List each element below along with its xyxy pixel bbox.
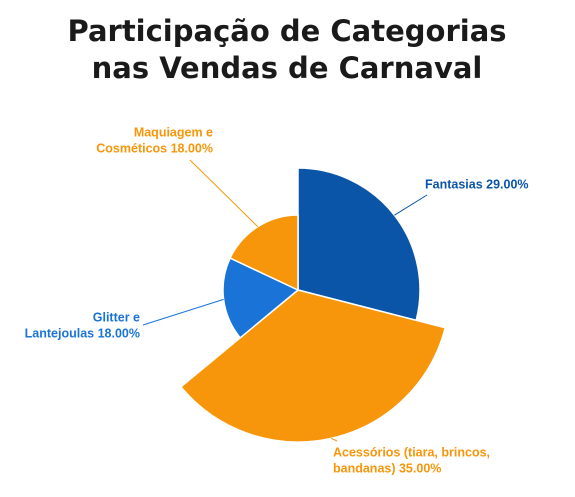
slice-label: Maquiagem e (134, 125, 213, 139)
slice-leader-line (330, 437, 338, 442)
slice-leader-line (394, 194, 428, 216)
pie-slice[interactable] (179, 289, 447, 443)
slice-label: Fantasias 29.00% (425, 177, 529, 191)
slice-label: Acessórios (tiara, brincos, (333, 445, 490, 459)
slice-label: bandanas) 35.00% (333, 461, 441, 475)
slice-leader-line (189, 159, 259, 228)
slice-label: Lantejoulas 18.00% (25, 326, 140, 340)
slice-leader-line (142, 298, 224, 326)
slice-label: Cosméticos 18.00% (96, 141, 213, 155)
pie-slice[interactable] (297, 167, 421, 322)
chart-title-line: Participação de Categorias (67, 14, 506, 48)
slice-label: Glitter e (93, 310, 140, 324)
chart-title-line: nas Vendas de Carnaval (92, 51, 483, 85)
